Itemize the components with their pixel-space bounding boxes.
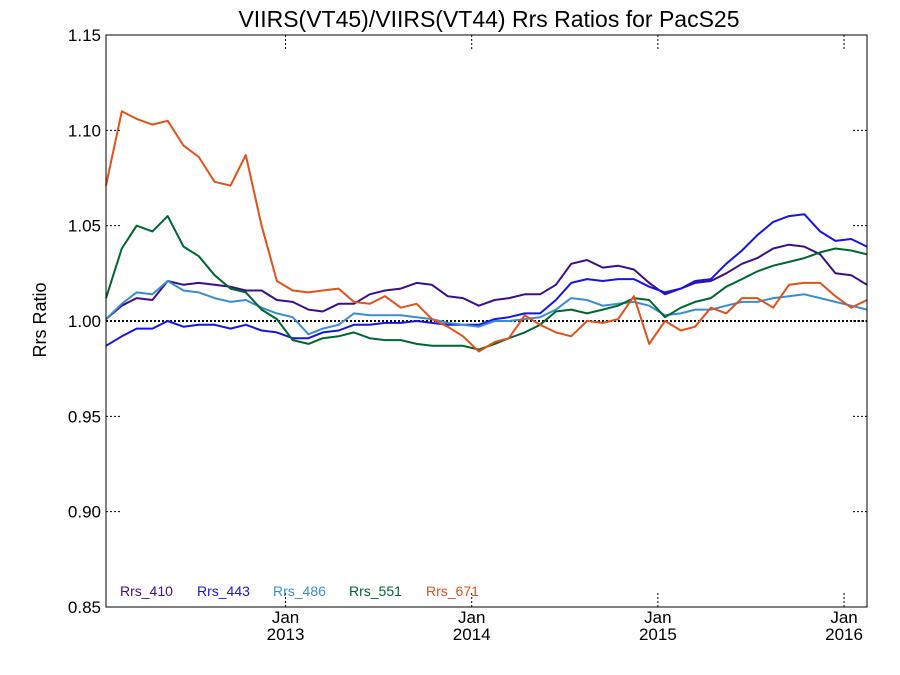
x-tick-label-year: 2016 xyxy=(825,625,863,644)
x-tick-label-month: Jan xyxy=(458,608,485,627)
series-line-rrs-410 xyxy=(105,243,868,320)
y-tick-label: 0.85 xyxy=(68,598,101,617)
y-tick-label: 1.15 xyxy=(68,26,101,45)
x-tick-label-month: Jan xyxy=(830,608,857,627)
legend-entry-rrs-443: Rrs_443 xyxy=(197,583,250,599)
y-tick-label: 1.05 xyxy=(68,217,101,236)
y-tick-label: 1.10 xyxy=(68,121,101,140)
x-tick-label-year: 2014 xyxy=(453,625,491,644)
series-line-rrs-443 xyxy=(105,213,868,347)
x-tick-label-month: Jan xyxy=(272,608,299,627)
series-line-rrs-551 xyxy=(105,215,868,351)
series-line-rrs-671 xyxy=(105,110,868,353)
legend-entry-rrs-551: Rrs_551 xyxy=(349,583,402,599)
chart-title: VIIRS(VT45)/VIIRS(VT44) Rrs Ratios for P… xyxy=(238,6,739,32)
y-tick-label: 0.90 xyxy=(68,503,101,522)
y-tick-label: 1.00 xyxy=(68,312,101,331)
y-tick-label: 0.95 xyxy=(68,407,101,426)
series-group xyxy=(105,110,868,353)
legend-entry-rrs-486: Rrs_486 xyxy=(273,583,326,599)
legend-entry-rrs-410: Rrs_410 xyxy=(120,583,173,599)
series-line-rrs-486 xyxy=(105,280,868,336)
axes-group: 0.850.900.951.001.051.101.15Jan2013Jan20… xyxy=(68,26,868,644)
legend: Rrs_410 Rrs_443 Rrs_486 Rrs_551 Rrs_671 xyxy=(120,583,479,599)
x-tick-label-year: 2015 xyxy=(639,625,677,644)
x-tick-label-year: 2013 xyxy=(267,625,305,644)
y-axis-label: Rrs Ratio xyxy=(30,282,50,357)
x-tick-label-month: Jan xyxy=(644,608,671,627)
legend-entry-rrs-671: Rrs_671 xyxy=(426,583,479,599)
